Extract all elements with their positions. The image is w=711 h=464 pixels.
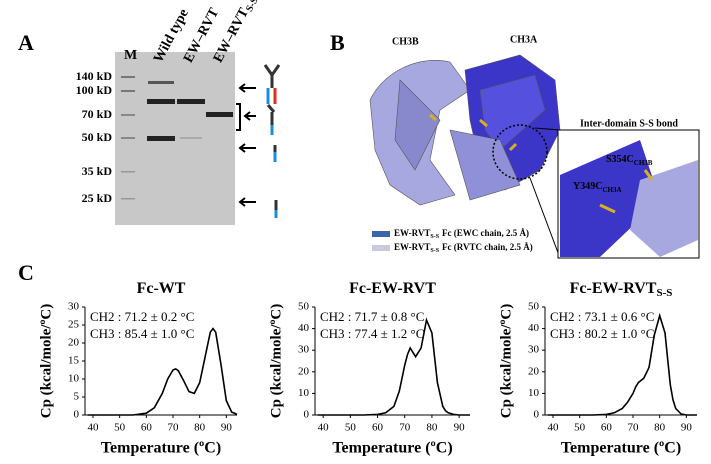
y-tick-label: 50 (528, 301, 540, 313)
y-tick-label: 20 (68, 337, 80, 349)
legend-sub: S-S (430, 234, 439, 240)
x-axis-label: Temperature (ºC) (561, 440, 681, 457)
annotation: CH2 : 71.2 ± 0.2 °C (90, 309, 194, 324)
residue-sub: CH3B (634, 159, 653, 167)
legend-swatch (372, 231, 390, 237)
protein-structure (369, 54, 561, 206)
y-tick-label: 40 (298, 322, 310, 334)
x-tick-label: 80 (426, 422, 438, 434)
annotation: CH3 : 77.4 ± 1.2 °C (320, 326, 424, 341)
x-tick-label: 80 (654, 422, 666, 434)
y-tick-label: 15 (68, 355, 80, 367)
marker-label: 70 kD (82, 107, 113, 121)
x-tick-label: 60 (601, 422, 613, 434)
y-tick-label: 20 (528, 365, 540, 377)
marker-label: 50 kD (82, 130, 113, 144)
x-tick-label: 70 (399, 422, 411, 434)
y-tick-label: 50 (298, 301, 310, 313)
x-tick-label: 70 (628, 422, 640, 434)
data-line (317, 317, 470, 416)
y-tick-label: 30 (528, 344, 540, 356)
y-tick-label: 25 (68, 319, 80, 331)
x-tick-label: 40 (548, 422, 560, 434)
residue-name: Y349C (573, 181, 602, 192)
chart-title: Fc-EW-RVT (349, 280, 436, 297)
y-axis-label: Cp (kcal/mole/ºC) (498, 304, 514, 419)
legend-desc: Fc (EWC chain, 2.5 Å) (442, 228, 529, 238)
x-tick-label: 50 (574, 422, 586, 434)
residue-name: S354C (606, 154, 634, 165)
panel-label: A (18, 30, 34, 55)
legend-desc: Fc (RVTC chain, 2.5 Å) (442, 242, 533, 252)
annotation: CH3 : 85.4 ± 1.0 °C (90, 326, 194, 341)
y-tick-label: 10 (68, 373, 80, 385)
y-tick-label: 30 (68, 301, 80, 313)
chart-title: Fc-WT (137, 280, 186, 297)
data-line (547, 312, 697, 416)
y-tick-label: 0 (74, 409, 80, 421)
chain-label: CH3A (510, 34, 538, 45)
x-tick-label: 90 (221, 422, 233, 434)
arrows (236, 83, 256, 207)
x-axis-label: Temperature (ºC) (101, 440, 221, 457)
marker-label: 140 kD (76, 69, 113, 83)
charts: Fc-WT CH2 : 71.2 ± 0.2 °C CH3 : 85.4 ± 1.0… (38, 280, 697, 457)
gel-bands (121, 76, 233, 200)
legend-name: EW-RVT (394, 228, 430, 238)
marker-label: 100 kD (76, 83, 113, 97)
legend-label: EW-RVTS-S Fc (EWC chain, 2.5 Å) (394, 228, 529, 240)
x-tick-label: 40 (88, 422, 100, 434)
x-tick-label: 50 (114, 422, 126, 434)
data-line (87, 327, 238, 416)
y-axis-label: Cp (kcal/mole/ºC) (38, 304, 54, 419)
x-axis-label: Temperature (ºC) (332, 440, 452, 457)
marker-label: 25 kD (82, 191, 113, 205)
legend-label: EW-RVTS-S Fc (RVTC chain, 2.5 Å) (394, 242, 533, 254)
legend-swatch (372, 245, 390, 251)
lane-label: M (124, 48, 137, 63)
annotation: CH3 : 80.2 ± 1.0 °C (550, 326, 654, 341)
chart-title-main: Fc-EW-RVT (570, 280, 657, 297)
legend-name: EW-RVT (394, 242, 430, 252)
x-tick-label: 70 (168, 422, 180, 434)
x-tick-label: 60 (372, 422, 384, 434)
panel-label: C (18, 260, 34, 285)
lane-label: EW–RVTS-S (211, 0, 261, 66)
x-tick-label: 80 (194, 422, 206, 434)
annotation: CH2 : 73.1 ± 0.6 °C (550, 309, 654, 324)
y-tick-label: 0 (304, 409, 310, 421)
inset-title: Inter-domain S-S bond (580, 118, 678, 129)
panel-label: B (330, 30, 345, 55)
y-tick-label: 5 (74, 391, 80, 403)
y-tick-label: 30 (298, 344, 310, 356)
y-tick-label: 10 (298, 387, 310, 399)
y-tick-label: 10 (528, 387, 540, 399)
legend: EW-RVTS-S Fc (EWC chain, 2.5 Å)EW-RVTS-S F… (372, 228, 533, 254)
chart-title: Fc-EW-RVTS-S (570, 280, 673, 299)
inset-structure (560, 140, 698, 257)
x-tick-label: 50 (345, 422, 357, 434)
x-tick-label: 90 (681, 422, 693, 434)
x-tick-label: 40 (318, 422, 330, 434)
residue-label: Y349CCH3A (573, 181, 622, 193)
marker-label: 35 kD (82, 164, 113, 178)
y-tick-label: 0 (534, 409, 540, 421)
chain-label: CH3B (392, 36, 419, 47)
chart-title-main: Fc-EW-RVT (349, 280, 436, 297)
legend-sub: S-S (430, 248, 439, 254)
highlight-circle (492, 124, 548, 180)
chart-title-sub: S-S (656, 287, 672, 299)
residue-sub: CH3A (602, 186, 621, 194)
antibody-icons (263, 64, 281, 218)
y-tick-label: 40 (528, 322, 540, 334)
zoom-lines (529, 127, 561, 259)
annotation: CH2 : 71.7 ± 0.8 °C (320, 309, 424, 324)
chart-title-main: Fc-WT (137, 280, 186, 297)
residue-label: S354CCH3B (606, 154, 653, 166)
y-tick-label: 20 (298, 365, 310, 377)
x-tick-label: 90 (454, 422, 466, 434)
x-tick-label: 60 (141, 422, 153, 434)
y-axis-label: Cp (kcal/mole/ºC) (268, 304, 284, 419)
